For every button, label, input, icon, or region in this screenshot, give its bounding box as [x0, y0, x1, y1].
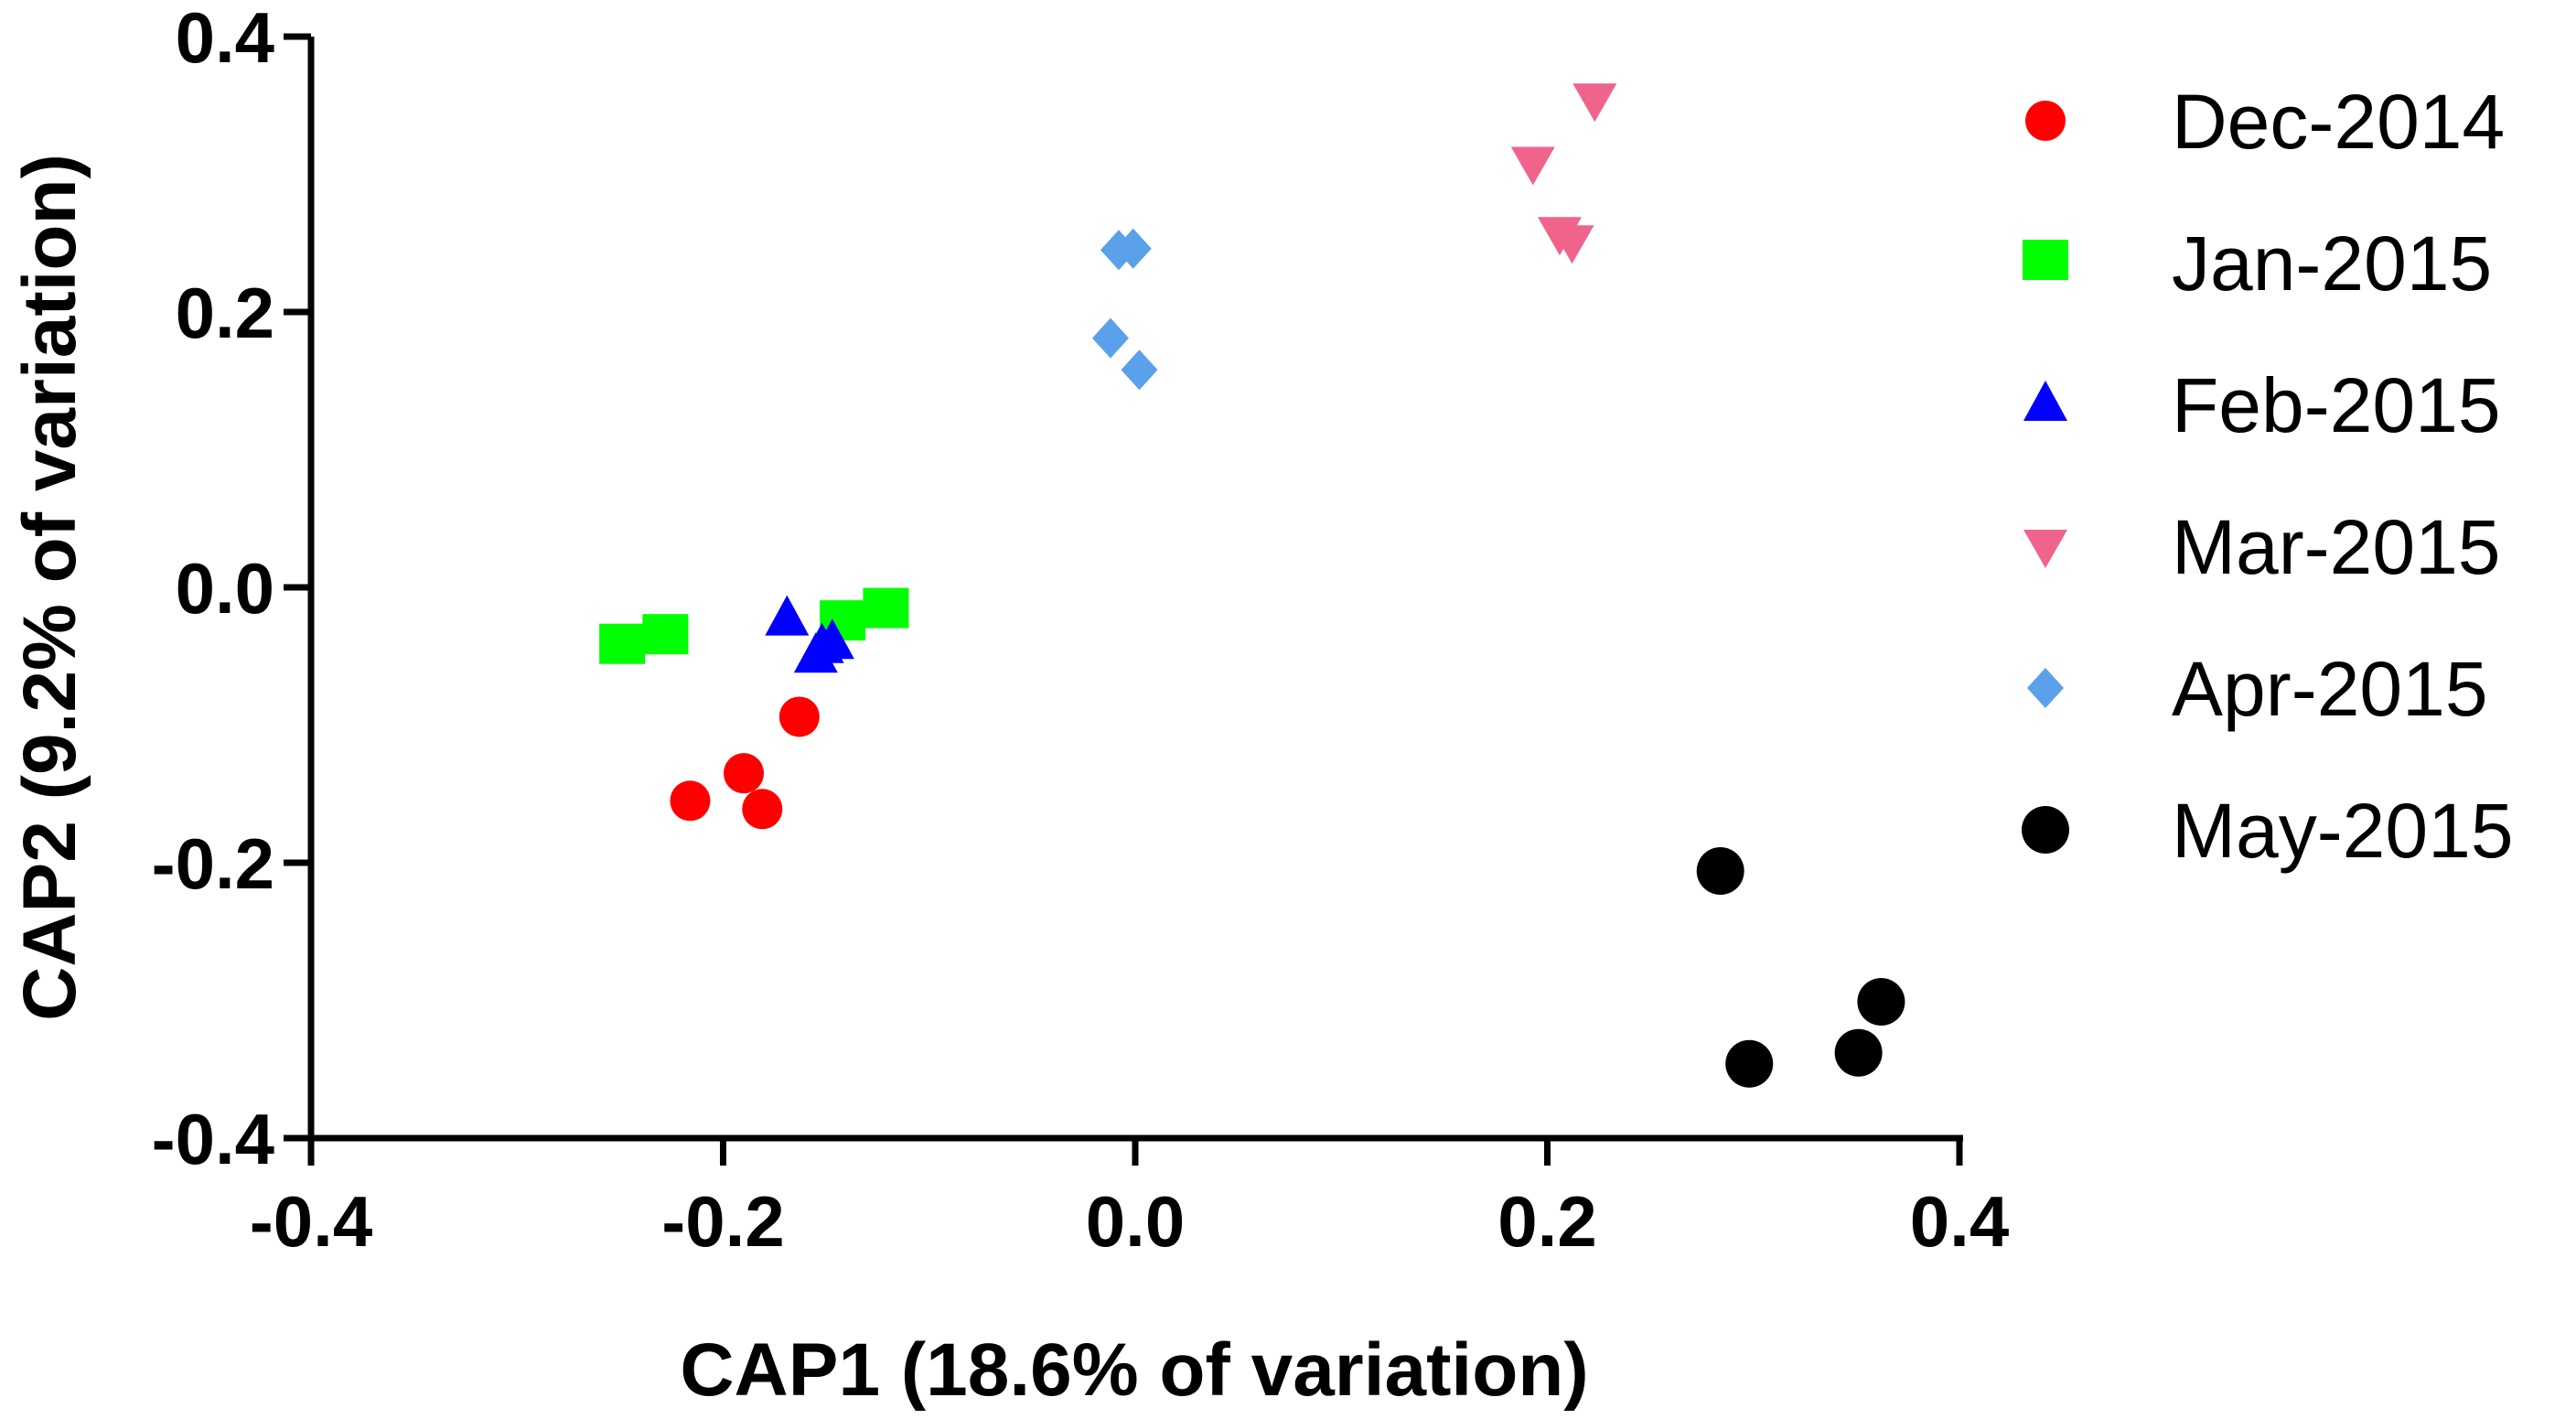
axes [307, 37, 1963, 1142]
point-apr-2015 [1091, 317, 1129, 359]
legend-label-dec-2014: Dec-2014 [2172, 79, 2505, 165]
x-tick-label: 0.0 [1086, 1181, 1185, 1262]
x-tick-label: 0.2 [1497, 1181, 1596, 1262]
legend-label-apr-2015: Apr-2015 [2172, 646, 2488, 732]
x-tick-label: -0.2 [661, 1181, 784, 1262]
legend-marker-mar-2015 [2023, 530, 2067, 568]
legend-label-may-2015: May-2015 [2172, 788, 2514, 874]
y-tick-label: -0.2 [152, 823, 274, 904]
point-dec-2014 [778, 696, 820, 737]
y-tick-label: -0.4 [152, 1099, 274, 1179]
legend-marker-dec-2014 [2025, 101, 2066, 141]
point-may-2015 [1857, 978, 1905, 1027]
legend-label-mar-2015: Mar-2015 [2172, 504, 2501, 590]
point-may-2015 [1696, 847, 1744, 896]
legend: Dec-2014 Jan-2015 Feb-2015 Mar-2015 Apr-2015… [2022, 79, 2514, 874]
point-mar-2015 [1510, 146, 1555, 186]
point-dec-2014 [742, 789, 783, 830]
point-dec-2014 [670, 780, 711, 822]
ticks: -0.4 -0.2 0.0 0.2 0.4 -0.4 -0.2 0.0 0.2 0.4 [152, 0, 2010, 1262]
point-may-2015 [1834, 1028, 1883, 1077]
point-dec-2014 [724, 753, 765, 794]
point-apr-2015 [1121, 349, 1158, 391]
x-axis-title: CAP1 (18.6% of variation) [680, 1328, 1588, 1412]
y-tick-label: 0.2 [176, 273, 274, 353]
legend-marker-apr-2015 [2027, 668, 2064, 708]
point-jan-2015 [599, 623, 646, 664]
point-feb-2015 [765, 595, 810, 636]
point-apr-2015 [1114, 228, 1152, 269]
y-axis-title: CAP2 (9.2% of variation) [8, 154, 91, 1021]
legend-marker-feb-2015 [2023, 381, 2067, 421]
point-jan-2015 [642, 614, 689, 655]
x-tick-label: 0.4 [1910, 1181, 2009, 1262]
y-tick-label: 0.0 [176, 548, 274, 629]
x-tick-label: -0.4 [250, 1181, 372, 1262]
point-feb-2015 [800, 622, 844, 663]
legend-label-jan-2015: Jan-2015 [2172, 220, 2492, 306]
data-points [599, 83, 1905, 1088]
point-jan-2015 [863, 587, 909, 629]
point-may-2015 [1725, 1039, 1774, 1088]
y-tick-label: 0.4 [176, 0, 274, 78]
legend-marker-may-2015 [2022, 806, 2069, 854]
legend-label-feb-2015: Feb-2015 [2172, 362, 2501, 448]
point-mar-2015 [1550, 225, 1594, 264]
point-mar-2015 [1572, 83, 1617, 123]
legend-marker-jan-2015 [2023, 240, 2068, 280]
